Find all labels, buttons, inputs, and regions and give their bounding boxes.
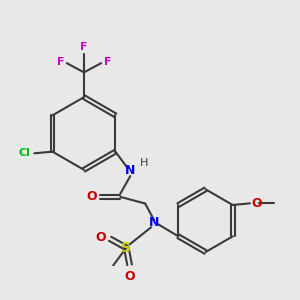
Text: N: N — [149, 216, 160, 229]
Text: S: S — [121, 241, 131, 255]
Text: N: N — [125, 164, 136, 177]
Text: F: F — [57, 57, 64, 67]
Text: Cl: Cl — [19, 148, 30, 158]
Text: O: O — [124, 270, 135, 283]
Text: H: H — [140, 158, 148, 168]
Text: O: O — [95, 231, 106, 244]
Text: O: O — [86, 190, 97, 203]
Text: F: F — [80, 42, 88, 52]
Text: F: F — [104, 57, 111, 67]
Text: O: O — [252, 197, 262, 210]
